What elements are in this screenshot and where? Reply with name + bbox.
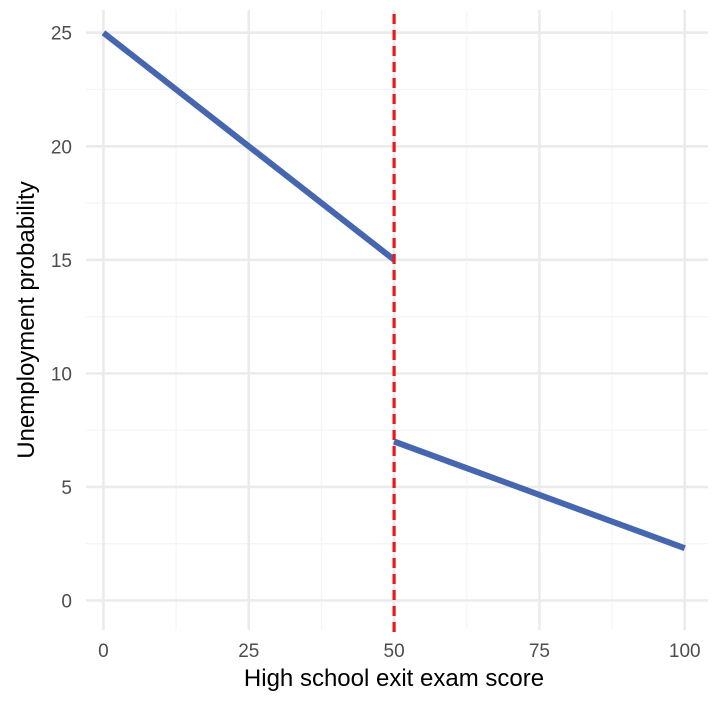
- major-gridlines: [86, 10, 708, 630]
- y-tick-label: 20: [51, 137, 72, 158]
- series-lines: [101, 30, 686, 552]
- series-line-above-cutoff: [393, 438, 686, 552]
- x-axis-ticks: 0 25 50 75 100: [98, 641, 700, 662]
- x-tick-label: 75: [529, 641, 550, 662]
- series-line-below-cutoff: [101, 30, 396, 263]
- y-tick-label: 0: [61, 591, 72, 612]
- x-tick-label: 100: [669, 641, 701, 662]
- x-axis-title: High school exit exam score: [244, 665, 544, 692]
- y-tick-label: 25: [51, 24, 72, 45]
- x-tick-label: 0: [98, 641, 109, 662]
- y-tick-label: 5: [61, 478, 72, 499]
- y-axis-title: Unemployment probability: [13, 181, 40, 458]
- x-tick-label: 50: [384, 641, 405, 662]
- y-tick-label: 10: [51, 364, 72, 385]
- minor-gridlines: [86, 10, 708, 630]
- y-tick-label: 15: [51, 251, 72, 272]
- y-axis-ticks: 0 5 10 15 20 25: [51, 24, 72, 613]
- x-tick-label: 25: [238, 641, 259, 662]
